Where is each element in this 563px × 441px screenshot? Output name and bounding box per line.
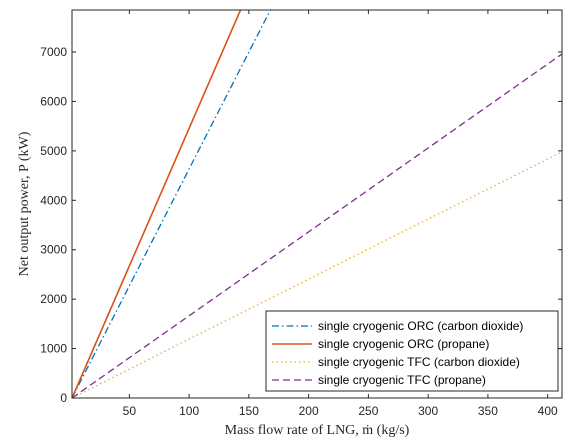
x-tick-label: 200 (299, 404, 319, 418)
plot-frame (71, 9, 563, 399)
series-layer (72, 10, 562, 398)
legend: single cryogenic ORC (carbon dioxide) sin… (265, 310, 559, 392)
y-tick-label: 4000 (40, 193, 67, 207)
y-tick-label: 6000 (40, 94, 67, 108)
y-tick-label: 0 (60, 391, 67, 405)
legend-label-2: single cryogenic ORC (propane) (318, 337, 489, 351)
ticks-layer: 50 100 150 200 250 300 350 40001000200030004000… (40, 10, 562, 418)
y-tick-label: 1000 (40, 342, 67, 356)
x-tick-label: 250 (358, 404, 378, 418)
y-tick-label: 7000 (40, 45, 67, 59)
x-tick-label: 50 (123, 404, 137, 418)
y-tick-label: 2000 (40, 292, 67, 306)
legend-label-4: single cryogenic TFC (propane) (318, 373, 486, 387)
x-tick-label: 400 (538, 404, 558, 418)
x-tick-label: 350 (478, 404, 498, 418)
y-tick-label: 3000 (40, 243, 67, 257)
series-line-1 (72, 10, 271, 398)
x-tick-label: 100 (179, 404, 199, 418)
x-axis-label: Mass flow rate of LNG, ṁ (kg/s) (225, 423, 410, 438)
series-line-2 (72, 10, 242, 398)
series-line-4 (72, 53, 562, 398)
legend-box (265, 310, 559, 392)
legend-label-3: single cryogenic TFC (carbon dioxide) (318, 355, 520, 369)
y-axis-label: Net output power, P (kW) (17, 131, 32, 276)
x-tick-label: 300 (418, 404, 438, 418)
y-tick-label: 5000 (40, 144, 67, 158)
legend-label-1: single cryogenic ORC (carbon dioxide) (318, 319, 523, 333)
x-tick-label: 150 (239, 404, 259, 418)
series-line-3 (72, 151, 562, 398)
